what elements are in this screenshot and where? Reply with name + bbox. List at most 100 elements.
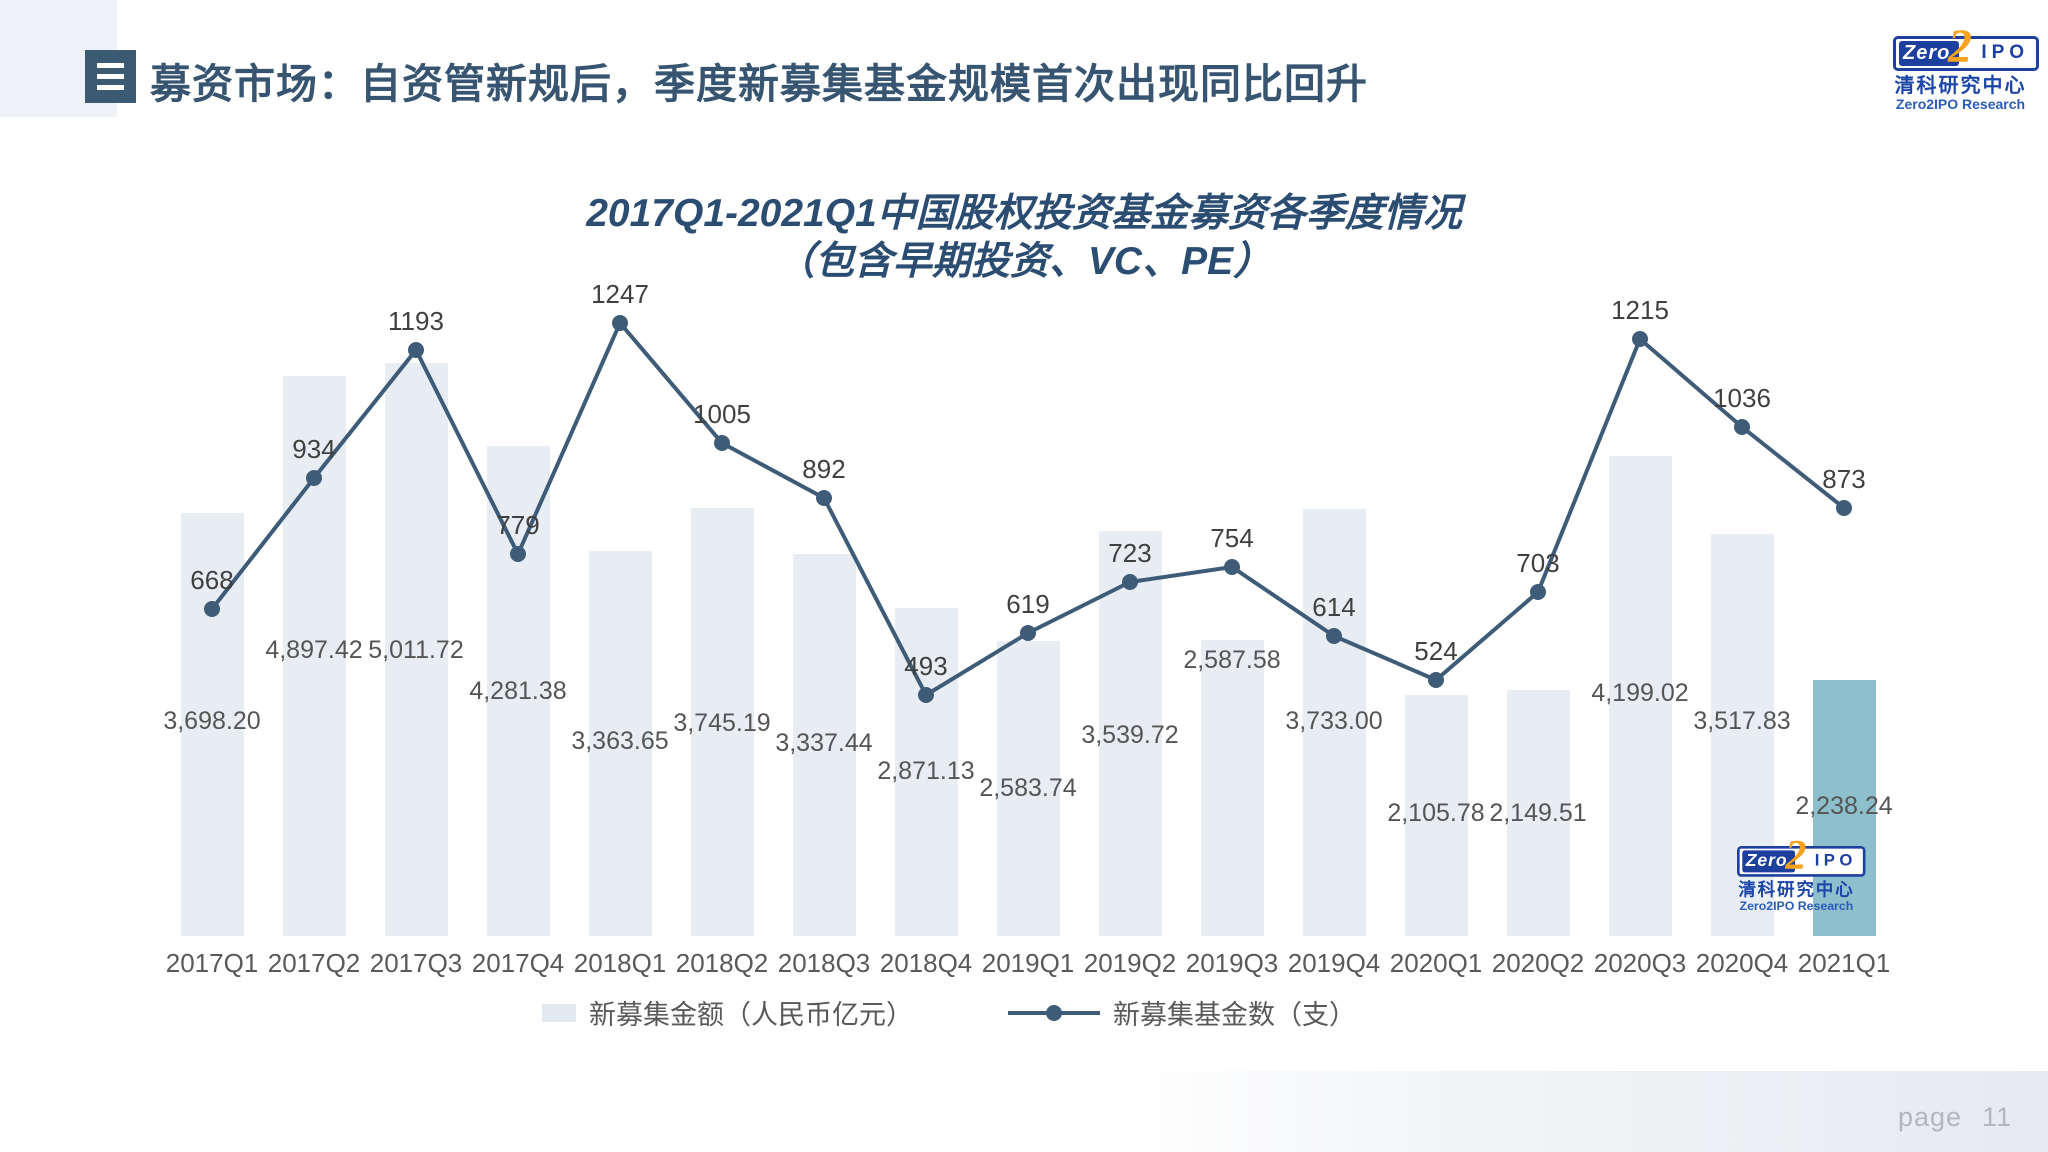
list-icon-bar — [97, 85, 124, 90]
logo-two-numeral: 2 — [1948, 20, 1972, 73]
bar-2017Q3 — [384, 363, 448, 936]
legend-item-amount: 新募集金额（人民币亿元） — [542, 993, 913, 1032]
zero2ipo-logo: Zero 2 IPO 清科研究中心 Zero2IPO Research — [1893, 23, 2040, 112]
line-point-2019Q4 — [1326, 628, 1342, 644]
bar-value-label-2020Q2: 2,149.51 — [1489, 799, 1587, 827]
chart-legend: 新募集金额（人民币亿元） 新募集基金数（支） — [0, 993, 1973, 1032]
logo-chinese-name: 清科研究中心 — [1894, 75, 2027, 97]
line-value-label-2017Q1: 668 — [190, 565, 234, 595]
legend-line-label: 新募集基金数（支） — [1113, 1000, 1356, 1030]
bar-2020Q2 — [1506, 690, 1570, 936]
x-axis-label-2020Q2: 2020Q2 — [1491, 948, 1585, 978]
line-value-label-2017Q3: 1193 — [388, 306, 444, 336]
line-point-2020Q3 — [1632, 331, 1648, 347]
line-value-label-2020Q4: 1036 — [1713, 383, 1771, 413]
x-axis-label-2018Q1: 2018Q1 — [573, 948, 667, 978]
bar-2018Q4 — [894, 608, 958, 936]
chart-title-line2: （包含早期投资、VC、PE） — [775, 240, 1273, 283]
legend-item-count: 新募集基金数（支） — [1008, 993, 1356, 1032]
bar-value-label-2017Q4: 4,281.38 — [469, 677, 567, 705]
legend-bar-label: 新募集金额（人民币亿元） — [589, 1000, 913, 1030]
line-point-2018Q4 — [918, 687, 934, 703]
line-value-label-2020Q3: 1215 — [1611, 295, 1669, 325]
page-number: page 11 — [1898, 1102, 2012, 1133]
line-value-label-2017Q2: 934 — [292, 434, 336, 464]
x-axis-label-2020Q4: 2020Q4 — [1695, 948, 1789, 978]
bar-2017Q2 — [282, 376, 346, 936]
list-icon-bar — [97, 74, 124, 79]
bar-value-label-2018Q3: 3,337.44 — [775, 729, 873, 757]
chart-plot-area: 3,698.20 2017Q1 668 4,897.42 2017Q2 934 5,011.… — [130, 270, 1926, 978]
bar-2019Q3 — [1200, 640, 1264, 936]
x-axis-label-2018Q3: 2018Q3 — [777, 948, 871, 978]
slide-title: 募资市场：自资管新规后，季度新募集基金规模首次出现同比回升 — [150, 61, 1368, 107]
bar-2018Q2 — [690, 508, 754, 936]
line-point-2019Q3 — [1224, 559, 1240, 575]
x-axis-label-2021Q1: 2021Q1 — [1797, 948, 1891, 978]
bar-value-label-2017Q1: 3,698.20 — [163, 707, 261, 735]
line-point-2020Q4 — [1734, 419, 1750, 435]
x-axis-label-2018Q2: 2018Q2 — [675, 948, 769, 978]
line-value-label-2018Q3: 892 — [802, 454, 846, 484]
line-value-label-2018Q2: 1005 — [693, 399, 751, 429]
bar-2019Q1 — [996, 641, 1060, 936]
line-value-label-2020Q2: 703 — [1516, 548, 1560, 578]
line-point-2017Q4 — [510, 546, 526, 562]
x-axis-label-2017Q3: 2017Q3 — [369, 948, 463, 978]
logo-two-numeral: 2 — [1785, 831, 1807, 879]
line-point-2020Q2 — [1530, 584, 1546, 600]
bar-value-label-2021Q1: 2,238.24 — [1795, 792, 1893, 820]
logo-ipo-text: IPO — [1981, 42, 2030, 64]
x-axis-label-2018Q4: 2018Q4 — [879, 948, 973, 978]
logo-chinese-name: 清科研究中心 — [1738, 880, 1855, 900]
line-value-label-2017Q4: 779 — [496, 510, 540, 540]
line-point-2018Q2 — [714, 435, 730, 451]
logo-english-name: Zero2IPO Research — [1895, 96, 2026, 112]
bar-2020Q1 — [1404, 695, 1468, 936]
x-axis-label-2019Q4: 2019Q4 — [1287, 948, 1381, 978]
bar-value-label-2020Q4: 3,517.83 — [1693, 707, 1791, 735]
bar-value-label-2018Q1: 3,363.65 — [571, 727, 669, 755]
zero2ipo-logo-box: Zero 2 IPO — [1737, 834, 1866, 877]
legend-line-dot — [1046, 1004, 1062, 1021]
x-axis-label-2017Q2: 2017Q2 — [267, 948, 361, 978]
bar-2019Q4 — [1302, 509, 1366, 936]
bar-2018Q1 — [588, 551, 652, 936]
line-point-2019Q2 — [1122, 574, 1138, 590]
line-value-label-2019Q1: 619 — [1006, 589, 1050, 619]
x-axis-label-2019Q2: 2019Q2 — [1083, 948, 1177, 978]
line-point-2017Q2 — [306, 470, 322, 486]
line-value-label-2018Q1: 1247 — [591, 279, 649, 309]
bar-2019Q2 — [1098, 531, 1162, 936]
zero2ipo-watermark-logo: Zero 2 IPO 清科研究中心 Zero2IPO Research — [1737, 834, 1866, 913]
line-point-2019Q1 — [1020, 625, 1036, 641]
zero2ipo-logo-box: Zero 2 IPO — [1893, 23, 2040, 71]
footer-gradient-band — [1112, 1071, 2048, 1152]
list-icon-bar — [97, 63, 124, 68]
line-value-label-2021Q1: 873 — [1822, 464, 1866, 494]
list-icon — [85, 50, 136, 103]
chart-title: 2017Q1-2021Q1中国股权投资基金募资各季度情况 （包含早期投资、VC、… — [0, 190, 2048, 286]
legend-bar-swatch — [542, 1003, 576, 1022]
bar-value-label-2020Q1: 2,105.78 — [1387, 799, 1485, 827]
line-point-2020Q1 — [1428, 672, 1444, 688]
x-axis-label-2019Q1: 2019Q1 — [981, 948, 1075, 978]
legend-line-swatch — [1008, 1004, 1100, 1021]
x-axis-label-2020Q3: 2020Q3 — [1593, 948, 1687, 978]
line-value-label-2019Q3: 754 — [1210, 523, 1254, 553]
line-point-2021Q1 — [1836, 500, 1852, 516]
bar-value-label-2017Q2: 4,897.42 — [265, 636, 363, 664]
line-point-2017Q3 — [408, 342, 424, 358]
bar-2018Q3 — [792, 554, 856, 936]
line-value-label-2018Q4: 493 — [904, 651, 948, 681]
bar-2021Q1 — [1812, 680, 1876, 936]
logo-zero-text: Zero — [1899, 41, 1960, 66]
bar-value-label-2019Q3: 2,587.58 — [1183, 646, 1281, 674]
page-number-value: 11 — [1982, 1102, 2013, 1132]
logo-zero-text: Zero — [1742, 850, 1796, 873]
chart-title-line1: 2017Q1-2021Q1中国股权投资基金募资各季度情况 — [586, 192, 1462, 235]
line-value-label-2019Q2: 723 — [1108, 538, 1152, 568]
x-axis-label-2017Q4: 2017Q4 — [471, 948, 565, 978]
bar-2017Q4 — [486, 446, 550, 936]
